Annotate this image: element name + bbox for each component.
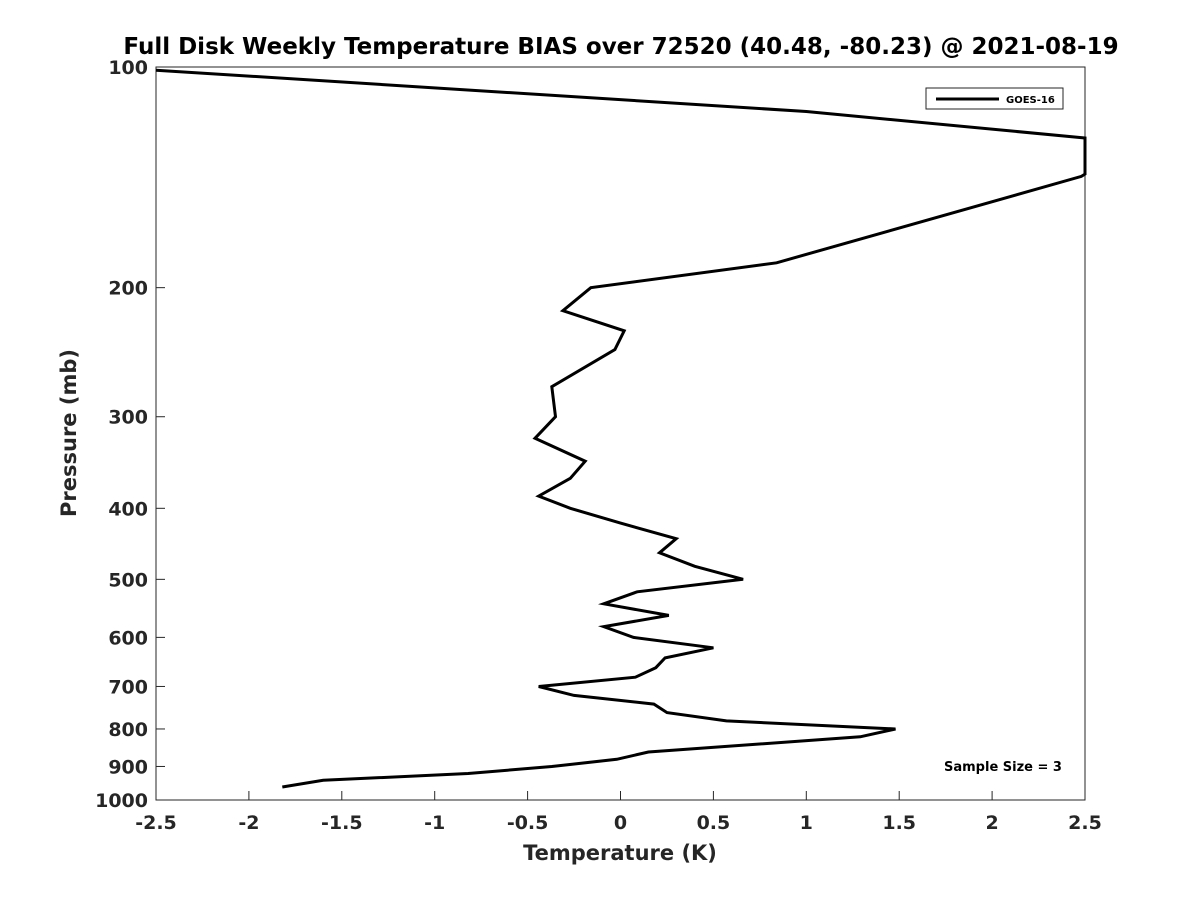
sample-size-annotation: Sample Size = 3 bbox=[944, 760, 1062, 775]
y-tick-label: 900 bbox=[108, 756, 148, 778]
x-tick-label: -0.5 bbox=[507, 812, 549, 834]
x-tick-label: -2 bbox=[238, 812, 259, 834]
y-tick-label: 500 bbox=[108, 569, 148, 591]
x-tick-label: -2.5 bbox=[135, 812, 177, 834]
series-layer bbox=[155, 68, 1087, 789]
x-tick-label: 2 bbox=[985, 812, 998, 834]
y-tick-label: 600 bbox=[108, 627, 148, 649]
chart-title: Full Disk Weekly Temperature BIAS over 7… bbox=[123, 34, 1118, 60]
x-tick-label: 0.5 bbox=[697, 812, 731, 834]
y-tick-label: 700 bbox=[108, 676, 148, 698]
series-line-goes-16 bbox=[155, 68, 1087, 789]
y-tick-label: 1000 bbox=[95, 790, 148, 812]
x-axis-label: Temperature (K) bbox=[523, 841, 717, 865]
x-tick-label: 1 bbox=[800, 812, 813, 834]
x-tick-label: -1 bbox=[424, 812, 445, 834]
y-axis-label: Pressure (mb) bbox=[57, 349, 81, 517]
legend-label: GOES-16 bbox=[1006, 95, 1055, 106]
y-tick-label: 800 bbox=[108, 719, 148, 741]
x-tick-label: 1.5 bbox=[882, 812, 916, 834]
y-tick-label: 100 bbox=[108, 57, 148, 79]
plot-area bbox=[155, 66, 1086, 801]
y-tick-label: 300 bbox=[108, 407, 148, 429]
y-tick-label: 200 bbox=[108, 278, 148, 300]
plot-frame bbox=[155, 66, 1086, 801]
legend: GOES-16 bbox=[925, 87, 1064, 110]
y-tick-label: 400 bbox=[108, 498, 148, 520]
y-axis: 100 200 300 400 500 600 700 800 900 1000 bbox=[95, 57, 165, 812]
x-tick-label: 0 bbox=[614, 812, 627, 834]
x-axis: -2.5 -2 -1.5 -1 -0.5 0 0.5 1 1.5 2 2.5 bbox=[135, 791, 1102, 834]
x-tick-label: 2.5 bbox=[1068, 812, 1102, 834]
x-tick-label: -1.5 bbox=[321, 812, 363, 834]
